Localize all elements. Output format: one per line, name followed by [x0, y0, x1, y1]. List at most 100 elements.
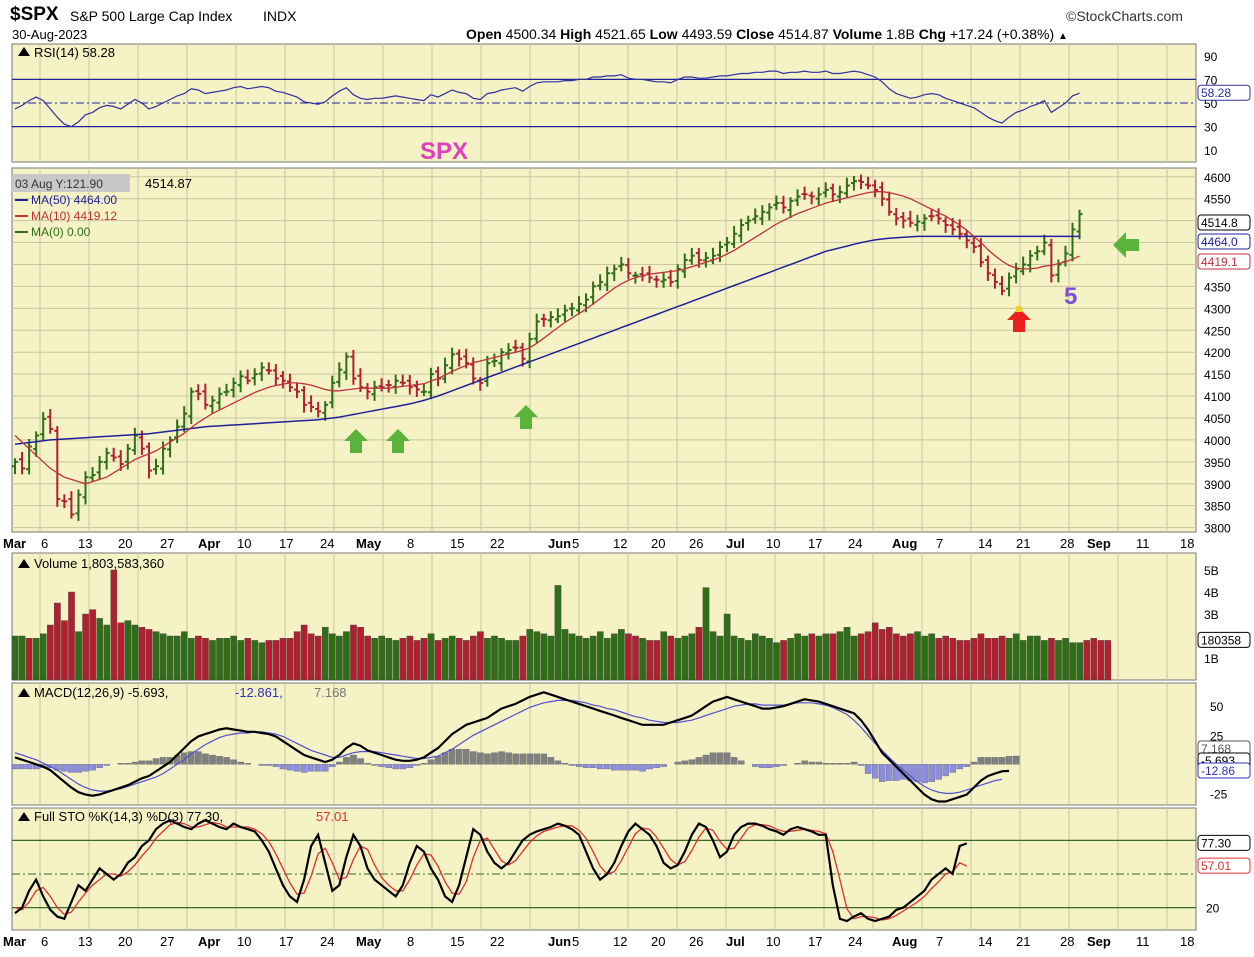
- price-x-label: 10: [766, 536, 780, 551]
- price-panel: [11, 167, 1197, 533]
- macd-histogram-bar: [385, 764, 392, 768]
- sto-d-tag-box: [1197, 857, 1251, 874]
- macd-histogram-bar: [124, 763, 132, 765]
- chg-label: Chg: [918, 26, 946, 42]
- exchange: INDX: [263, 8, 297, 24]
- price-x-label: 15: [450, 536, 464, 551]
- high-label: High: [560, 26, 592, 42]
- green-up-arrow-icon: [514, 405, 538, 429]
- volume-bar: [716, 635, 724, 681]
- red-up-arrow-icon: [1007, 308, 1031, 332]
- macd-histogram-bar: [871, 764, 879, 779]
- volume-bar: [970, 638, 978, 681]
- macd-histogram-bar: [540, 753, 548, 765]
- macd-histogram-bar: [272, 764, 280, 767]
- macd-histogram-bar: [371, 764, 378, 766]
- volume-bar: [477, 631, 484, 681]
- macd-tick-label: 25: [1210, 729, 1224, 743]
- macd-histogram-bar: [1012, 755, 1020, 765]
- volume-bar: [942, 635, 949, 681]
- macd-histogram-bar: [258, 764, 266, 766]
- volume-bar: [251, 640, 259, 681]
- volume-bar: [18, 635, 26, 681]
- rsi-tick-label: 90: [1204, 50, 1218, 64]
- volume-bar: [364, 635, 371, 681]
- macd-histogram-bar: [857, 764, 865, 766]
- macd-histogram-bar: [131, 761, 139, 765]
- price-tick-label: 3900: [1204, 478, 1231, 492]
- volume-bar: [667, 635, 675, 681]
- price-tick-label: 3950: [1204, 456, 1231, 470]
- volume-bar: [822, 633, 830, 681]
- macd-histogram-bar: [434, 756, 442, 765]
- macd-histogram-bar: [103, 764, 111, 766]
- macd-histogram-bar: [96, 764, 103, 768]
- volume-bar: [512, 640, 519, 681]
- macd-histogram-bar: [956, 764, 964, 770]
- macd-histogram-bar: [879, 764, 886, 782]
- macd-histogram-bar: [1005, 756, 1013, 765]
- volume-bar: [709, 631, 717, 681]
- volume-bar: [406, 635, 414, 681]
- volume-bar: [145, 629, 153, 681]
- sto-x-label: 22: [490, 934, 504, 949]
- volume-bar: [244, 638, 252, 681]
- volume-bar: [209, 640, 216, 681]
- macd-histogram-bar: [780, 764, 787, 766]
- macd-histogram-bar: [244, 763, 251, 765]
- volume-bar: [857, 633, 865, 681]
- volume-bar: [195, 635, 202, 681]
- ma50-value-tag: 4464.0: [1201, 235, 1238, 249]
- volume-bar: [258, 642, 266, 681]
- volume-bar: [491, 635, 498, 681]
- open-value: 4500.34: [505, 26, 557, 42]
- macd-histogram-bar: [11, 764, 19, 770]
- macd-histogram-bar: [575, 764, 583, 767]
- ma10-line: [14, 191, 1080, 485]
- macd-histogram-bar: [18, 764, 26, 770]
- volume-bar: [32, 638, 40, 681]
- volume-bar: [618, 629, 625, 681]
- rsi-label: RSI(14) 58.28: [34, 45, 115, 60]
- price-x-label: 22: [490, 536, 504, 551]
- price-x-label: 6: [41, 536, 48, 551]
- price-x-label: 21: [1016, 536, 1030, 551]
- macd-histogram-bar: [307, 764, 315, 772]
- volume-bar: [152, 631, 160, 681]
- volume-bar: [82, 613, 89, 681]
- volume-bar: [596, 631, 604, 681]
- volume-bar: [695, 627, 703, 681]
- sto-k-tag-box: [1197, 834, 1251, 851]
- price-x-label: 17: [279, 536, 293, 551]
- macd-histogram-bar: [209, 754, 216, 765]
- macd-histogram-bar: [604, 764, 611, 770]
- macd-histogram-bar: [117, 763, 125, 765]
- macd-histogram-bar: [75, 764, 82, 773]
- macd-histogram-bar: [582, 764, 590, 768]
- price-x-label: 5: [572, 536, 579, 551]
- volume-bar: [68, 591, 75, 681]
- volume-bar: [385, 638, 393, 681]
- macd-histogram-bar: [836, 763, 844, 765]
- volume-bar: [286, 638, 294, 681]
- price-close-label: 4514.87: [145, 176, 192, 191]
- volume-value-tag-box: [1197, 631, 1251, 648]
- volume-bar: [533, 631, 541, 681]
- macd-histogram-bar: [498, 751, 505, 765]
- price-x-label: 26: [689, 536, 703, 551]
- macd-histogram-bar: [886, 764, 893, 781]
- rsi-value-tag: 58.28: [1201, 86, 1231, 100]
- macd-histogram-bar: [695, 757, 703, 765]
- volume-label: Volume: [832, 26, 883, 42]
- macd-histogram-bar: [618, 764, 625, 771]
- price-x-label: Sep: [1087, 536, 1111, 551]
- sto-x-label: 28: [1060, 934, 1074, 949]
- volume-bar: [1005, 638, 1013, 681]
- volume-bar: [829, 633, 837, 681]
- macd-histogram-bar: [138, 760, 146, 765]
- volume-bar: [202, 638, 209, 681]
- volume-bar: [815, 635, 823, 681]
- volume-bar: [878, 629, 886, 681]
